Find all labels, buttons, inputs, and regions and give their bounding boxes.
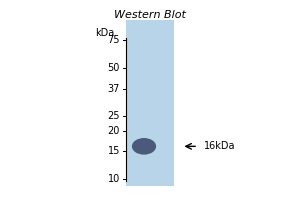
Text: 20: 20 bbox=[108, 126, 120, 136]
Text: kDa: kDa bbox=[95, 28, 114, 38]
Text: 25: 25 bbox=[107, 111, 120, 121]
Text: Western Blot: Western Blot bbox=[114, 10, 186, 20]
Text: 50: 50 bbox=[108, 63, 120, 73]
Text: 75: 75 bbox=[107, 35, 120, 45]
Text: 15: 15 bbox=[108, 146, 120, 156]
Text: 10: 10 bbox=[108, 174, 120, 184]
Text: 37: 37 bbox=[108, 84, 120, 94]
Text: 16kDa: 16kDa bbox=[204, 141, 236, 151]
